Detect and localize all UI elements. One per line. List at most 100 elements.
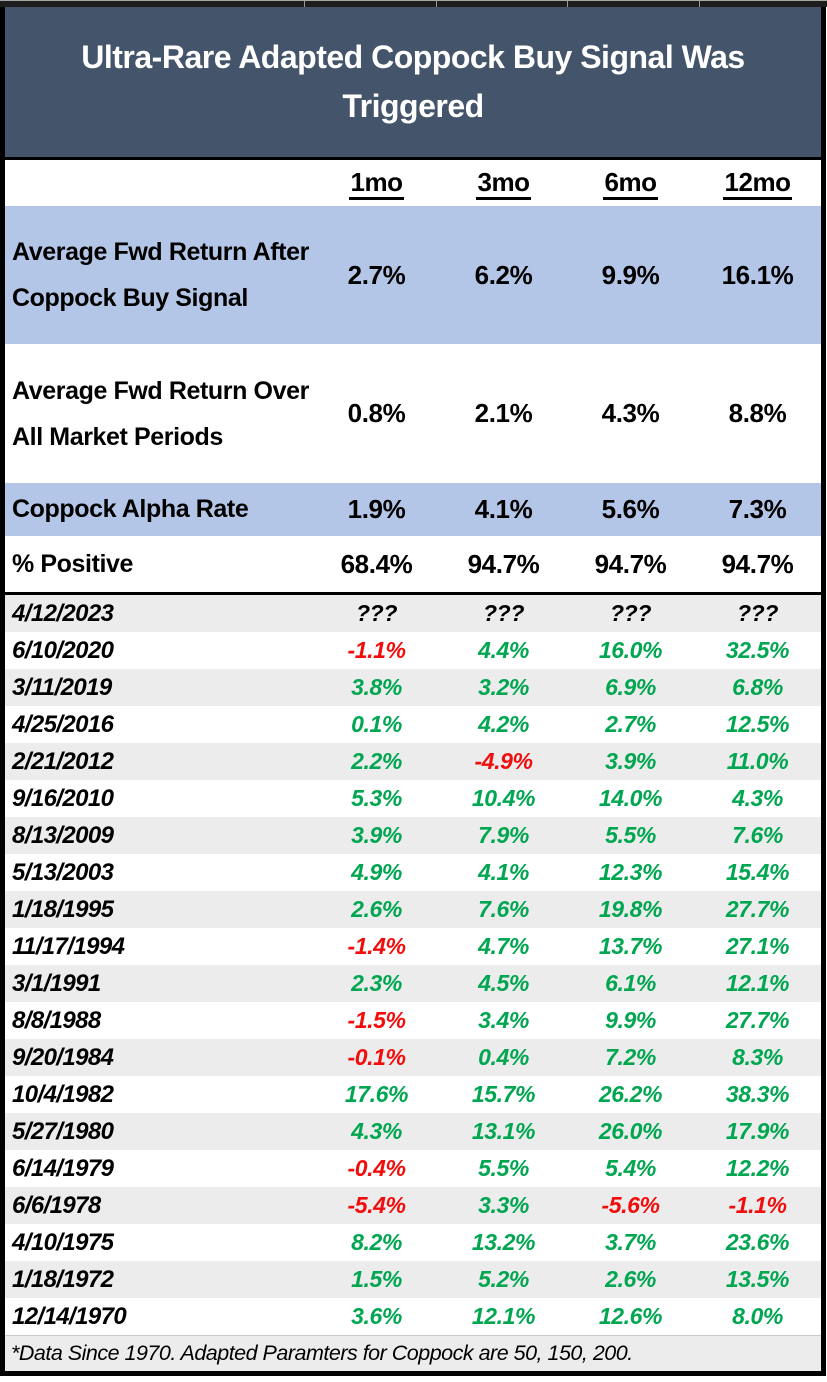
signal-row: 6/6/1978 -5.4% 3.3% -5.6% -1.1% — [5, 1187, 821, 1224]
return-value: 3.4% — [478, 1007, 529, 1033]
return-value: 3.7% — [605, 1229, 656, 1255]
return-value: 13.1% — [471, 1118, 536, 1144]
return-value: 6.9% — [605, 674, 656, 700]
return-value: 5.5% — [605, 822, 656, 848]
return-value: 12.3% — [598, 859, 663, 885]
return-value: -1.4% — [347, 933, 406, 959]
signal-date: 10/4/1982 — [12, 1081, 114, 1108]
return-value: 4.4% — [478, 637, 529, 663]
signal-date: 1/18/1972 — [12, 1266, 114, 1293]
return-value: 5.3% — [351, 785, 402, 811]
return-value: 17.9% — [725, 1118, 790, 1144]
return-value: 3.2% — [478, 674, 529, 700]
return-value: 17.6% — [344, 1081, 409, 1107]
summary-value: 9.9% — [601, 259, 660, 290]
return-value: 4.7% — [478, 933, 529, 959]
signal-date: 6/6/1978 — [12, 1192, 101, 1219]
signal-date: 6/10/2020 — [12, 637, 114, 664]
signal-date: 11/17/1994 — [12, 933, 125, 960]
summary-value: 4.3% — [601, 398, 660, 428]
signal-row: 1/18/1995 2.6% 7.6% 19.8% 27.7% — [5, 891, 821, 928]
signal-row: 6/10/2020 -1.1% 4.4% 16.0% 32.5% — [5, 632, 821, 669]
return-value: 23.6% — [725, 1229, 790, 1255]
signal-date: 5/27/1980 — [12, 1118, 114, 1145]
signal-date: 8/8/1988 — [12, 1007, 101, 1034]
return-value: 16.0% — [598, 637, 663, 663]
row-label: % Positive — [12, 550, 134, 578]
table-title: Ultra-Rare Adapted Coppock Buy Signal Wa… — [81, 39, 745, 124]
return-value: -5.4% — [347, 1192, 406, 1218]
return-value: 10.4% — [471, 785, 536, 811]
return-value: 4.1% — [478, 859, 529, 885]
return-value: 15.7% — [471, 1081, 536, 1107]
return-value: 2.6% — [605, 1266, 656, 1292]
return-value: -0.1% — [347, 1044, 406, 1070]
return-value: 12.1% — [725, 970, 790, 996]
signal-row: 3/1/1991 2.3% 4.5% 6.1% 12.1% — [5, 965, 821, 1002]
signal-row: 4/12/2023???????????? — [5, 595, 821, 632]
return-value: 8.0% — [732, 1303, 783, 1329]
summary-row: Average Fwd Return After Coppock Buy Sig… — [5, 206, 821, 344]
return-value: -1.5% — [347, 1007, 406, 1033]
signal-date: 4/10/1975 — [12, 1229, 114, 1256]
signal-row: 4/10/1975 8.2% 13.2% 3.7% 23.6% — [5, 1224, 821, 1261]
return-value: -1.1% — [728, 1192, 787, 1218]
signal-date: 5/13/2003 — [12, 859, 114, 886]
column-header-label: 6mo — [602, 167, 659, 200]
summary-row: Coppock Alpha Rate 1.9% 4.1% 5.6% 7.3% — [5, 483, 821, 536]
signal-date: 6/14/1979 — [12, 1155, 114, 1182]
summary-value: 2.7% — [347, 259, 406, 290]
return-value: 1.5% — [351, 1266, 402, 1292]
column-header: 1mo — [313, 167, 440, 200]
signal-date: 4/12/2023 — [12, 600, 114, 627]
signal-row: 11/17/1994 -1.4% 4.7% 13.7% 27.1% — [5, 928, 821, 965]
signal-date: 4/25/2016 — [12, 711, 114, 738]
return-value: 6.8% — [732, 674, 783, 700]
signal-row: 4/25/2016 0.1% 4.2% 2.7% 12.5% — [5, 706, 821, 743]
signal-row: 5/13/2003 4.9% 4.1% 12.3% 15.4% — [5, 854, 821, 891]
column-header-label: 3mo — [475, 167, 532, 200]
return-value: 6.1% — [605, 970, 656, 996]
signal-row: 8/8/1988 -1.5% 3.4% 9.9% 27.7% — [5, 1002, 821, 1039]
return-value: 26.0% — [598, 1118, 663, 1144]
return-value: 2.6% — [351, 896, 402, 922]
return-value: 2.3% — [351, 970, 402, 996]
footnote-row: *Data Since 1970. Adapted Paramters for … — [5, 1335, 821, 1371]
summary-value: 68.4% — [340, 548, 413, 579]
signal-row: 3/11/2019 3.8% 3.2% 6.9% 6.8% — [5, 669, 821, 706]
return-value: 13.2% — [471, 1229, 536, 1255]
summary-value: 5.6% — [601, 494, 660, 524]
signal-row: 12/14/1970 3.6% 12.1% 12.6% 8.0% — [5, 1298, 821, 1335]
return-value: 3.6% — [351, 1303, 402, 1329]
signal-row: 9/20/1984 -0.1% 0.4% 7.2% 8.3% — [5, 1039, 821, 1076]
return-value: 27.7% — [725, 1007, 790, 1033]
return-value: 0.1% — [351, 711, 402, 737]
spreadsheet-row-sliver — [0, 0, 827, 7]
return-value: 4.3% — [732, 785, 783, 811]
return-value: ??? — [737, 600, 778, 626]
table-title-bar: Ultra-Rare Adapted Coppock Buy Signal Wa… — [5, 7, 821, 160]
grid-tick — [304, 1, 305, 7]
signal-row: 10/4/1982 17.6% 15.7% 26.2% 38.3% — [5, 1076, 821, 1113]
return-value: 3.3% — [478, 1192, 529, 1218]
row-label: Coppock Alpha Rate — [12, 495, 249, 523]
column-header-row: 1mo 3mo 6mo 12mo — [5, 160, 821, 206]
return-value: 3.9% — [605, 748, 656, 774]
return-value: 9.9% — [605, 1007, 656, 1033]
return-value: ??? — [356, 600, 397, 626]
signal-date: 3/1/1991 — [12, 970, 101, 997]
return-value: 7.6% — [478, 896, 529, 922]
grid-tick — [436, 1, 437, 7]
return-value: 19.8% — [598, 896, 663, 922]
summary-value: 94.7% — [721, 548, 794, 579]
return-value: 4.5% — [478, 970, 529, 996]
signal-row: 8/13/2009 3.9% 7.9% 5.5% 7.6% — [5, 817, 821, 854]
summary-value: 2.1% — [474, 398, 533, 428]
return-value: 27.7% — [725, 896, 790, 922]
return-value: 11.0% — [726, 748, 789, 774]
summary-value: 1.9% — [347, 494, 406, 524]
summary-value: 16.1% — [721, 259, 794, 290]
return-value: 3.9% — [351, 822, 402, 848]
return-value: 4.3% — [351, 1118, 402, 1144]
return-value: 2.2% — [351, 748, 402, 774]
